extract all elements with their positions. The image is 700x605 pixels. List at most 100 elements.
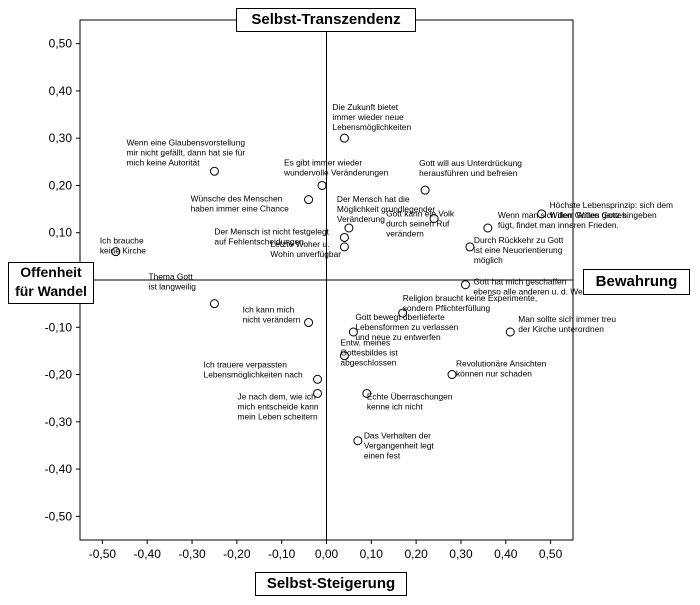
- point-label-line: Möglichkeit grundlegender: [337, 204, 435, 214]
- point-label-line: Willen Gottes ganz hingeben: [550, 210, 657, 220]
- point-label-line: Lebensmöglichkeiten nach: [204, 369, 304, 379]
- data-point: [339, 133, 349, 143]
- point-label: Revolutionäre Ansichten können nur schade…: [456, 359, 547, 379]
- point-label: Wünsche des Menschen haben immer eine Cha…: [191, 194, 290, 214]
- data-point: [348, 327, 358, 337]
- data-point: [111, 247, 121, 257]
- point-label-line: Religion braucht keine Experimente,: [403, 293, 538, 303]
- point-label: Je nach dem, wie ich mich entscheide kann…: [238, 391, 319, 421]
- point-label-line: ist eine Neuorientierung: [474, 245, 563, 255]
- point-label-line: ebenso alle anderen u. d. Welt: [473, 287, 587, 297]
- point-label-line: Thema Gott: [148, 272, 193, 282]
- point-label-line: Höchste Lebensprinzip: sich dem: [550, 200, 673, 210]
- data-point: [304, 195, 314, 205]
- y-tick-label: 0,20: [49, 178, 73, 192]
- point-label-line: Durch Rückkehr zu Gott: [474, 235, 564, 245]
- point-label-line: mir nicht gefällt, dann hat sie für: [126, 147, 245, 157]
- point-label-line: Veränderung: [337, 214, 385, 224]
- data-point: [344, 223, 354, 233]
- point-label-line: Gott will aus Unterdrückung: [419, 158, 522, 168]
- data-point: [313, 374, 323, 384]
- point-label-line: fügt, findet man inneren Frieden.: [498, 220, 619, 230]
- point-label-line: einen fest: [364, 451, 401, 461]
- point-label-line: Gott hat mich geschaffen: [473, 277, 566, 287]
- axis-label-bottom: Selbst-Steigerung: [255, 572, 407, 596]
- data-point: [505, 327, 515, 337]
- y-tick-label: -0,40: [45, 462, 73, 476]
- point-label: Es gibt immer wieder wundervolle Veränder…: [283, 157, 389, 177]
- point-label: Wenn eine Glaubensvorstellung mir nicht g…: [126, 137, 245, 167]
- point-label-line: sondern Pflichterfüllung: [403, 303, 491, 313]
- point-label-line: mein Leben scheitern: [238, 411, 318, 421]
- x-tick-label: -0,20: [223, 547, 251, 561]
- data-point: [483, 223, 493, 233]
- point-label-line: Die Zukunft bietet: [332, 102, 398, 112]
- x-tick-label: 0,20: [404, 547, 428, 561]
- data-point: [317, 180, 327, 190]
- point-label-line: keine Kirche: [100, 246, 146, 256]
- point-label: Der Mensch hat die Möglichkeit grundlegen…: [337, 194, 435, 224]
- point-label-line: wundervolle Veränderungen: [283, 167, 389, 177]
- point-label-line: haben immer eine Chance: [191, 204, 290, 214]
- data-point: [362, 388, 372, 398]
- point-label: Der Mensch ist nicht festgelegt auf Fehle…: [214, 226, 329, 246]
- x-tick-label: -0,30: [178, 547, 206, 561]
- point-label-line: können nur schaden: [456, 369, 532, 379]
- point-label-line: Gott bewegt überlieferte: [355, 312, 445, 322]
- point-label: Ich kann mich nicht verändern: [243, 305, 301, 325]
- point-label-line: Wenn man sich dem Willen Gottes: [498, 210, 626, 220]
- point-label: Entw. meines Gottesbildes ist abgeschlosse…: [340, 338, 398, 368]
- point-label: Religion braucht keine Experimente, sonde…: [403, 293, 538, 313]
- x-tick-label: 0,00: [315, 547, 339, 561]
- point-label-line: Vergangenheit legt: [364, 441, 435, 451]
- point-label: Echte Überraschungen kenne ich nicht: [367, 391, 453, 411]
- point-label-line: Wenn eine Glaubensvorstellung: [126, 137, 245, 147]
- axis-label-left: Offenheit für Wandel: [8, 262, 94, 304]
- point-label: Ich brauche keine Kirche: [100, 236, 146, 256]
- point-label-line: und neue zu entwerfen: [355, 332, 441, 342]
- point-label-line: Ich trauere verpassten: [204, 359, 288, 369]
- data-point: [398, 308, 408, 318]
- point-label: Wenn man sich dem Willen Gottes fügt, fin…: [498, 210, 626, 230]
- point-label-line: Der Mensch ist nicht festgelegt: [214, 226, 329, 236]
- x-tick-label: 0,50: [539, 547, 563, 561]
- axis-label-top: Selbst-Transzendenz: [236, 8, 416, 32]
- point-label-line: Das Verhalten der: [364, 431, 431, 441]
- point-label-line: ist langweilig: [148, 282, 196, 292]
- data-point: [209, 299, 219, 309]
- data-point: [209, 166, 219, 176]
- x-tick-label: -0,10: [268, 547, 296, 561]
- point-label-line: Wünsche des Menschen: [191, 194, 283, 204]
- data-point: [465, 242, 475, 252]
- data-point: [304, 318, 314, 328]
- point-label-line: kenne ich nicht: [367, 401, 424, 411]
- point-label-line: Ich kann mich: [243, 305, 295, 315]
- point-label: Letzte Woher u. Wohin unverfügbar: [270, 239, 341, 259]
- y-tick-label: -0,50: [45, 509, 73, 523]
- point-label-line: Gott kann ein Volk: [386, 209, 455, 219]
- y-tick-label: 0,40: [49, 84, 73, 98]
- axis-label-right: Bewahrung: [583, 269, 690, 295]
- x-tick-label: 0,30: [449, 547, 473, 561]
- point-label: Ich trauere verpassten Lebensmöglichkeite…: [204, 359, 304, 379]
- point-label: Durch Rückkehr zu Gott ist eine Neuorient…: [474, 235, 564, 265]
- point-label-line: Wohin unverfügbar: [270, 249, 341, 259]
- point-label: Gott will aus Unterdrückung herausführen …: [419, 158, 522, 178]
- point-label-line: Lebensformen zu verlassen: [355, 322, 458, 332]
- point-label-line: Revolutionäre Ansichten: [456, 359, 547, 369]
- data-point: [447, 370, 457, 380]
- point-label: Thema Gott ist langweilig: [148, 272, 196, 292]
- point-label-line: Ich brauche: [100, 236, 144, 246]
- point-label-line: Es gibt immer wieder: [284, 157, 362, 167]
- point-label: Die Zukunft bietet immer wieder neue Leben…: [332, 102, 411, 132]
- data-point: [339, 242, 349, 252]
- point-label-line: Je nach dem, wie ich: [238, 391, 317, 401]
- y-tick-label: -0,10: [45, 320, 73, 334]
- point-label-line: herausführen und befreien: [419, 168, 518, 178]
- point-label: Gott kann ein Volk durch seinen Ruf veränd…: [386, 209, 455, 239]
- y-tick-label: 0,50: [49, 37, 73, 51]
- axis-label-left-line-1: Offenheit: [20, 264, 82, 280]
- point-label-line: durch seinen Ruf: [386, 219, 450, 229]
- point-label-line: mich keine Autorität: [126, 157, 200, 167]
